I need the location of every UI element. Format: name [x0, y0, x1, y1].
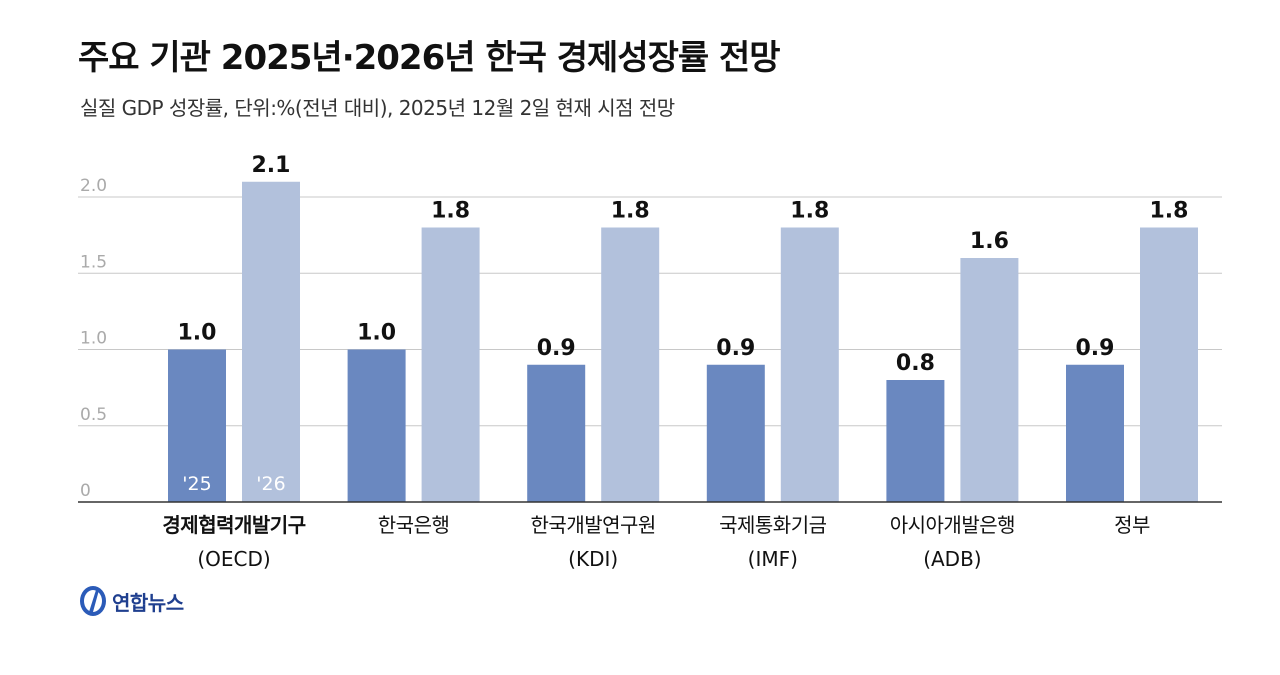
- bar-value-label: 1.8: [790, 199, 829, 224]
- logo-text: 연합뉴스: [112, 590, 184, 615]
- y-tick-label: 0: [80, 481, 91, 501]
- bar-value-label: 1.8: [611, 199, 650, 224]
- bar: [886, 380, 945, 502]
- x-category-label: 국제통화기금: [719, 513, 826, 537]
- bar: [1066, 364, 1124, 502]
- bar: [706, 364, 765, 502]
- y-tick-label: 2.0: [80, 176, 107, 196]
- bar: [421, 227, 480, 502]
- y-tick-label: 1.5: [80, 252, 107, 272]
- x-category-label: 아시아개발은행: [890, 513, 1015, 537]
- bar-value-label: 1.6: [970, 229, 1009, 254]
- bar: [527, 364, 586, 502]
- x-category-abbr: (OECD): [197, 547, 270, 571]
- legend-label: '26: [256, 473, 285, 495]
- bar-value-label: 0.9: [1076, 336, 1115, 361]
- legend-label: '25: [182, 473, 211, 495]
- x-category-abbr: (IMF): [748, 547, 798, 571]
- x-category-label: 한국개발연구원: [531, 513, 656, 537]
- bar-value-label: 0.8: [896, 351, 935, 376]
- bar: [347, 349, 406, 502]
- x-category-abbr: (KDI): [568, 547, 618, 571]
- bar-value-label: 1.0: [178, 321, 217, 346]
- bar: [1140, 227, 1198, 502]
- bar: [780, 227, 839, 502]
- x-category-label: 정부: [1114, 513, 1150, 537]
- bar-value-label: 1.8: [1150, 199, 1189, 224]
- x-category-label: 경제협력개발기구: [162, 513, 305, 537]
- x-category-label: 한국은행: [378, 513, 450, 537]
- bar-value-label: 0.9: [537, 336, 576, 361]
- bar-value-label: 1.8: [431, 199, 470, 224]
- bar: [242, 181, 300, 502]
- bar: [960, 258, 1019, 502]
- yonhap-logo: 연합뉴스: [78, 583, 184, 619]
- chart-title: 주요 기관 2025년·2026년 한국 경제성장률 전망: [78, 38, 781, 78]
- y-tick-label: 0.5: [80, 405, 107, 425]
- x-category-abbr: (ADB): [923, 547, 981, 571]
- bar-value-label: 2.1: [252, 153, 291, 178]
- bar-value-label: 1.0: [357, 321, 396, 346]
- bar-value-label: 0.9: [716, 336, 755, 361]
- yonhap-logo-icon: [80, 586, 106, 616]
- y-tick-label: 1.0: [80, 329, 107, 349]
- bar: [601, 227, 660, 502]
- chart-subtitle: 실질 GDP 성장률, 단위:%(전년 대비), 2025년 12월 2일 현재…: [80, 96, 675, 120]
- bar: [168, 349, 226, 502]
